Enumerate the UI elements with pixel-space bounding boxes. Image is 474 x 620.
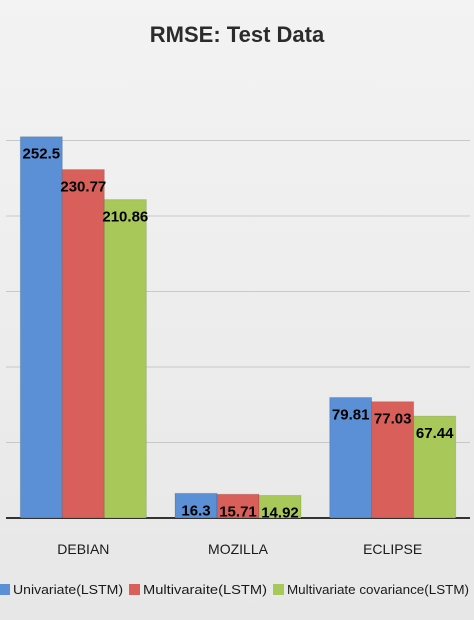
data-label: 67.44 [416,425,454,442]
data-label: 252.5 [23,146,61,163]
legend-swatch-2 [129,584,140,595]
data-label: 16.3 [181,502,210,519]
legend: Univariate(LSTM) Multivaraite(LSTM) Multiv… [0,582,469,597]
bars [19,136,457,519]
bar-debian-series-3 [103,199,147,519]
legend-label-2: Multivaraite(LSTM) [143,582,267,597]
data-labels: 252.5 230.77 210.86 16.3 15.71 14.92 79.81 77.0… [23,146,455,522]
bar-eclipse-series-3 [413,415,457,519]
data-label: 14.92 [261,504,299,521]
data-label: 79.81 [332,406,370,423]
data-label: 230.77 [60,179,106,196]
legend-swatch-1 [0,584,10,595]
legend-label-1: Univariate(LSTM) [13,582,123,597]
bar-mozilla-series-3 [258,494,302,519]
category-axis: DEBIAN MOZILLA ECLIPSE [57,541,422,557]
category-label-mozilla: MOZILLA [208,541,269,557]
chart-title: RMSE: Test Data [150,22,325,47]
data-label: 77.03 [374,411,412,428]
bar-debian-series-2 [61,169,105,519]
category-label-eclipse: ECLIPSE [363,541,422,557]
bar-mozilla-series-1 [174,492,218,519]
legend-swatch-3 [273,584,284,595]
bar-debian-series-1 [19,136,63,519]
data-label: 15.71 [219,503,257,520]
category-label-debian: DEBIAN [57,541,109,557]
data-label: 210.86 [102,209,148,226]
bar-eclipse-series-1 [329,396,373,519]
legend-label-3: Multivariate covariance(LSTM) [287,582,469,597]
bar-eclipse-series-2 [371,401,415,519]
